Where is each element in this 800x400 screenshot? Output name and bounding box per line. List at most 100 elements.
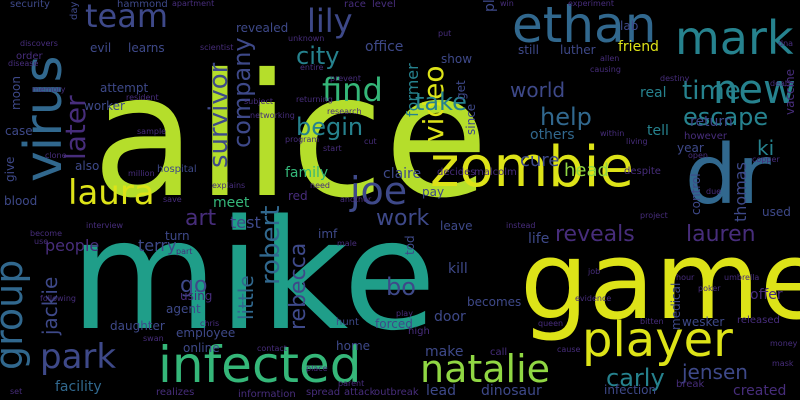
word-lily: lily	[307, 2, 353, 40]
word-still: still	[518, 43, 539, 57]
word-clone: clone	[45, 151, 67, 160]
word-facility: facility	[55, 379, 102, 395]
word-subject: subject	[244, 97, 273, 106]
word-lab: lab	[620, 19, 639, 33]
word-realizes: realizes	[156, 387, 195, 398]
word-turn: turn	[165, 229, 190, 243]
word-attack: attack	[344, 387, 376, 398]
word-mask: mask	[772, 359, 794, 368]
word-world: world	[510, 78, 566, 102]
word-new: new	[713, 67, 796, 113]
word-part: part	[176, 247, 193, 256]
word-terry: terry	[138, 236, 177, 255]
word-outbreak: outbreak	[374, 387, 419, 398]
word-place: place	[306, 364, 328, 373]
word-go: go	[180, 273, 208, 298]
word-program: program	[285, 135, 320, 144]
word-people: people	[45, 236, 100, 255]
word-hospital: hospital	[157, 164, 197, 175]
word-vaccine: vaccine	[783, 69, 797, 115]
word-entire: entire	[300, 63, 324, 72]
word-instead: instead	[506, 221, 536, 230]
word-put: put	[438, 29, 452, 38]
word-another: another	[340, 195, 372, 204]
word-home: home	[336, 339, 371, 353]
word-copper: copper	[752, 155, 780, 164]
word-take: take	[415, 88, 467, 116]
word-umbrella: umbrella	[724, 273, 760, 282]
word-explains: explains	[212, 181, 246, 190]
word-give: give	[3, 156, 17, 182]
word-return: return	[690, 114, 733, 130]
word-imf: imf	[318, 227, 338, 241]
word-disease: disease	[8, 59, 39, 68]
word-infected: infected	[158, 336, 362, 394]
word-since: since	[464, 103, 478, 135]
word-worker: worker	[84, 99, 125, 113]
word-employee: employee	[176, 326, 236, 340]
word-need: need	[310, 181, 330, 190]
word-bo: bo	[386, 273, 416, 301]
word-robert: robert	[256, 205, 286, 285]
word-play: play	[396, 309, 413, 318]
word-tod: tod	[403, 235, 417, 255]
word-information: information	[238, 389, 296, 400]
word-wesker: wesker	[682, 315, 725, 329]
word-used: used	[762, 205, 791, 219]
word-hour: hour	[676, 273, 695, 282]
word-created: created	[733, 383, 787, 399]
word-office: office	[365, 39, 404, 55]
word-make: make	[425, 344, 464, 360]
word-hunt: hunt	[336, 317, 359, 328]
word-company: company	[228, 37, 256, 148]
word-lauren: lauren	[686, 222, 756, 247]
word-despite: despite	[624, 166, 661, 177]
word-escape: escape	[683, 103, 769, 131]
word-city: city	[296, 42, 340, 70]
word-networking: networking	[250, 111, 295, 120]
word-apartment: apartment	[172, 0, 215, 8]
word-bitten: bitten	[640, 317, 664, 326]
word-head: head	[564, 160, 609, 181]
word-red: red	[288, 189, 308, 203]
word-ethan: ethan	[512, 0, 657, 54]
word-use: use	[34, 237, 49, 246]
word-kill: kill	[448, 261, 468, 277]
word-park: park	[40, 337, 117, 377]
word-luther: luther	[560, 43, 596, 57]
word-infection: infection	[604, 383, 657, 397]
word-former: former	[403, 63, 422, 117]
word-offer: offer	[750, 287, 783, 303]
word-security: security	[10, 0, 50, 10]
word-test: test	[230, 213, 261, 232]
word-zombie: zombie	[430, 135, 634, 200]
word-job: job	[588, 267, 601, 276]
word-cure: cure	[520, 150, 560, 171]
word-allen: allen	[600, 54, 620, 63]
word-queen: queen	[538, 319, 564, 328]
word-meet: meet	[213, 195, 250, 211]
word-resident: resident	[126, 93, 159, 102]
word-however: however	[684, 131, 727, 142]
word-learns: learns	[128, 41, 165, 55]
word-prevent: prevent	[330, 74, 361, 83]
word-lead: lead	[426, 383, 456, 399]
word-carly: carly	[606, 364, 665, 392]
word-race: race	[344, 0, 366, 10]
word-swan: swan	[143, 334, 164, 343]
word-spread: spread	[306, 387, 341, 398]
word-discovers: discovers	[20, 39, 58, 48]
word-project: project	[640, 211, 668, 220]
word-contact: contact	[257, 344, 287, 353]
word-mike: mike	[70, 187, 437, 364]
word-interview: interview	[86, 221, 124, 230]
word-win: win	[500, 0, 514, 8]
word-set: set	[10, 387, 23, 396]
word-find: find	[322, 71, 383, 109]
word-sample: sample	[137, 127, 167, 136]
word-causing: causing	[590, 65, 621, 74]
word-jackie: jackie	[38, 276, 62, 335]
word-malcolm: malcolm	[474, 167, 517, 178]
word-destiny: destiny	[660, 74, 690, 83]
